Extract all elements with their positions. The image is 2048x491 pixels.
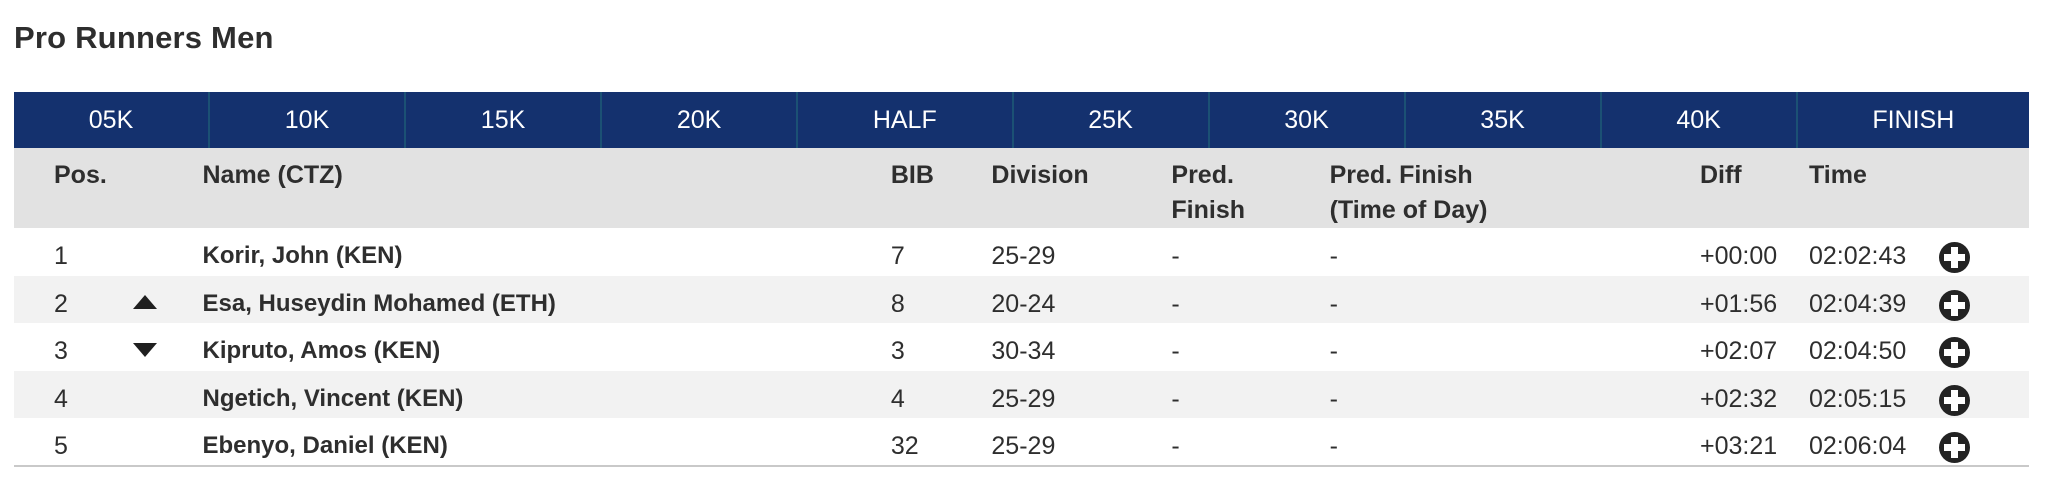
time-value: 02:04:50 [1808, 337, 1907, 366]
split-tab-30k[interactable]: 30K [1207, 92, 1404, 148]
table-row: 5 Ebenyo, Daniel (KEN) 32 25-29 - - +03:… [14, 418, 2029, 467]
runner-name: Korir, John (KEN) [202, 242, 403, 269]
expand-splits-icon[interactable] [1938, 432, 1970, 464]
column-header-pred-finish: Pred. Finish [1157, 148, 1316, 228]
split-tab-label: FINISH [1872, 105, 1955, 134]
time-value: 02:02:43 [1808, 242, 1907, 270]
table-header-row: Pos. Name (CTZ) BIB Division Pred. Finish… [14, 148, 2029, 228]
split-tab-label: 15K [480, 105, 526, 134]
bib-value: 32 [876, 418, 978, 467]
time-value: 02:04:39 [1808, 289, 1907, 318]
split-tab-finish[interactable]: FINISH [1795, 92, 2029, 148]
split-tab-20k[interactable]: 20K [600, 92, 796, 148]
runner-name: Esa, Huseydin Mohamed (ETH) [202, 289, 556, 317]
expand-splits-icon[interactable] [1938, 242, 1970, 273]
diff-value: +02:07 [1699, 337, 1778, 366]
column-header-line: Finish [1171, 196, 1246, 224]
division-value: 20-24 [991, 289, 1056, 318]
division-value: 25-29 [991, 384, 1056, 413]
expand-splits-icon[interactable] [1938, 337, 1970, 369]
split-tab-label: 40K [1676, 105, 1721, 134]
column-header-time: Time [1794, 148, 1925, 228]
pred-finish-value: - [1171, 337, 1180, 366]
column-header-line: Pred. [1171, 161, 1234, 189]
split-tab-35k[interactable]: 35K [1403, 92, 1600, 148]
trend-down-icon [133, 342, 157, 357]
column-header-bib: BIB [876, 148, 978, 228]
runner-name: Ngetich, Vincent (KEN) [202, 384, 464, 412]
split-tab-label: 05K [88, 105, 134, 134]
split-tab-label: 35K [1480, 105, 1525, 134]
division-value: 30-34 [991, 337, 1056, 366]
bib-value: 8 [890, 289, 905, 318]
diff-value: +00:00 [1699, 242, 1778, 270]
split-tab-10k[interactable]: 10K [208, 92, 404, 148]
column-header-line: (Time of Day) [1329, 196, 1488, 224]
position-value: 5 [54, 432, 68, 461]
split-tab-40k[interactable]: 40K [1599, 92, 1796, 148]
position-value: 3 [54, 337, 68, 366]
split-tab-05k[interactable]: 05K [14, 92, 208, 148]
column-header-diff: Diff [1685, 148, 1795, 228]
pred-finish-tod-value: - [1315, 418, 1686, 467]
pred-finish-value: - [1157, 418, 1316, 467]
runner-name: Kipruto, Amos (KEN) [202, 337, 441, 365]
pred-finish-tod-value: - [1329, 384, 1338, 413]
split-tab-label: 25K [1088, 105, 1133, 134]
split-tab-label: 10K [284, 105, 330, 134]
page-title: Pro Runners Men [14, 20, 274, 55]
table-row: 1 Korir, John (KEN) 7 25-29 - - +00:00 0… [14, 228, 2029, 276]
pred-finish-tod-value: - [1329, 337, 1338, 366]
results-table: Pos. Name (CTZ) BIB Division Pred. Finish… [14, 148, 2029, 467]
splits-bar: 05K 10K 15K 20K HALF 25K 30K 35K 40K FIN… [14, 92, 2029, 148]
pred-finish-value: - [1171, 242, 1180, 270]
split-tab-label: 30K [1284, 105, 1329, 134]
diff-value: +03:21 [1685, 418, 1795, 467]
split-tab-label: 20K [676, 105, 722, 134]
bib-value: 3 [890, 337, 905, 366]
split-tab-label: HALF [872, 105, 937, 134]
table-row: 2 Esa, Huseydin Mohamed (ETH) 8 20-24 - … [14, 275, 2029, 324]
division-value: 25-29 [977, 418, 1158, 467]
column-header-pos: Pos. [14, 148, 189, 228]
split-tab-15k[interactable]: 15K [404, 92, 600, 148]
column-header-division: Division [977, 148, 1158, 228]
diff-value: +01:56 [1699, 289, 1778, 318]
column-header-pred-finish-tod: Pred. Finish (Time of Day) [1315, 148, 1686, 228]
time-value: 02:06:04 [1794, 418, 1925, 467]
position-value: 1 [54, 242, 68, 270]
division-value: 25-29 [991, 242, 1056, 270]
split-tab-half[interactable]: HALF [796, 92, 1011, 148]
position-value: 2 [54, 289, 68, 318]
expand-splits-icon[interactable] [1938, 289, 1970, 321]
runner-name: Ebenyo, Daniel (KEN) [188, 418, 877, 467]
expand-splits-icon[interactable] [1938, 384, 1970, 416]
column-header-expand [1924, 148, 2029, 228]
position-value: 4 [54, 384, 68, 413]
bib-value: 7 [890, 242, 905, 270]
bib-value: 4 [890, 384, 905, 413]
results-section: Pro Runners Men 05K 10K 15K 20K HALF 25K… [14, 20, 2029, 467]
pred-finish-tod-value: - [1329, 242, 1338, 270]
column-header-line: Pred. Finish [1329, 161, 1473, 189]
table-row: 4 Ngetich, Vincent (KEN) 4 25-29 - - +02… [14, 370, 2029, 419]
trend-up-icon [133, 295, 157, 310]
split-tab-25k[interactable]: 25K [1011, 92, 1208, 148]
table-row: 3 Kipruto, Amos (KEN) 3 30-34 - - +02:07… [14, 323, 2029, 371]
pred-finish-tod-value: - [1329, 289, 1338, 318]
time-value: 02:05:15 [1808, 384, 1907, 413]
column-header-name: Name (CTZ) [188, 148, 877, 228]
pred-finish-value: - [1171, 289, 1180, 318]
diff-value: +02:32 [1699, 384, 1778, 413]
pred-finish-value: - [1171, 384, 1180, 413]
